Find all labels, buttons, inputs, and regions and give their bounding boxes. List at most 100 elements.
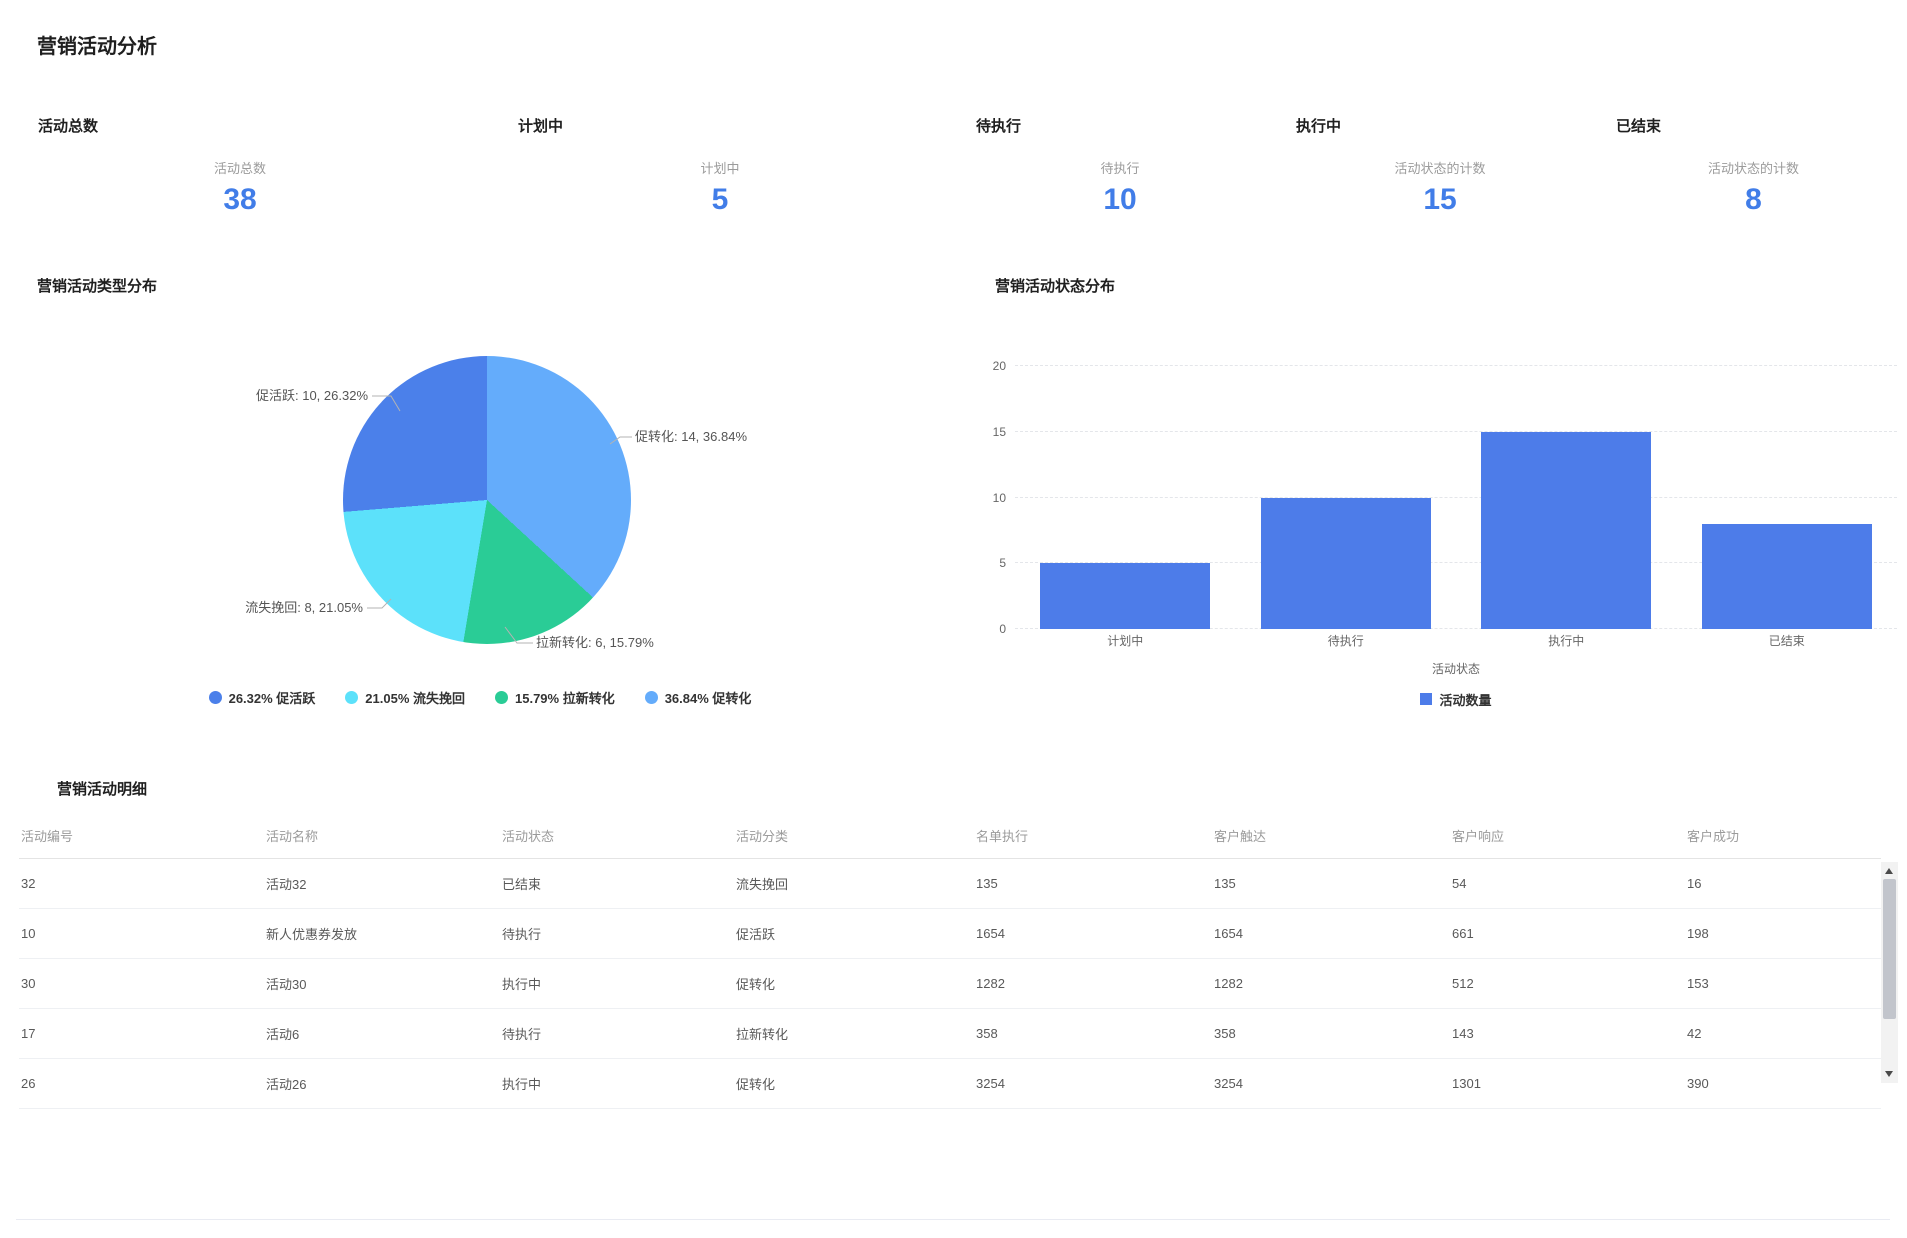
table-cell: 17 [21, 1026, 36, 1041]
x-axis-tick: 待执行 [1327, 634, 1364, 648]
kpi-metric-value: 38 [223, 183, 257, 216]
gridline [1015, 430, 1897, 432]
scrollbar-thumb[interactable] [1883, 879, 1896, 1019]
pie-slice-label: 促活跃: 10, 26.32% [256, 388, 368, 403]
kpi-metric-label: 计划中 [700, 161, 740, 176]
table-cell: 拉新转化 [736, 1027, 789, 1042]
x-axis-tick: 执行中 [1548, 634, 1585, 648]
pie-chart-panel: 营销活动类型分布 促活跃: 10, 26.32% 促转化: 14, 36.84%… [0, 270, 960, 730]
pie-slice-label: 拉新转化: 6, 15.79% [536, 635, 654, 650]
table-cell: 待执行 [502, 1027, 542, 1042]
table-cell: 促转化 [736, 1077, 776, 1092]
footer-divider [16, 1219, 1890, 1220]
gridline [1015, 628, 1897, 629]
table-cell: 390 [1687, 1076, 1709, 1091]
kpi-card-title: 执行中 [1296, 118, 1342, 135]
table-cell: 流失挽回 [736, 877, 789, 892]
table-cell: 16 [1687, 876, 1702, 891]
bar-chart-plot [1015, 365, 1897, 629]
x-axis-title: 活动状态 [1431, 662, 1480, 676]
legend-dot [345, 690, 359, 704]
table-cell: 待执行 [502, 927, 542, 942]
kpi-metric-value: 5 [711, 183, 729, 216]
table-cell: 42 [1687, 1026, 1702, 1041]
vertical-scrollbar[interactable] [1881, 862, 1898, 1083]
table-cell: 3254 [976, 1076, 1005, 1091]
pie-label-connectors [367, 395, 632, 644]
y-axis-tick: 0 [999, 622, 1006, 636]
table-cell: 10 [21, 926, 36, 941]
pie-slice-label: 流失挽回: 8, 21.05% [245, 600, 363, 615]
table-cell: 661 [1452, 926, 1474, 941]
table-cell: 358 [1214, 1026, 1236, 1041]
pie-chart[interactable] [343, 356, 631, 644]
table-cell: 3254 [1214, 1076, 1243, 1091]
column-header: 客户响应 [1452, 828, 1505, 844]
pie-legend-item[interactable]: 15.79% 拉新转化 [495, 687, 615, 707]
legend-label: 15.79% 拉新转化 [515, 690, 615, 706]
kpi-metric-value: 8 [1745, 183, 1762, 216]
scroll-down-arrow-icon[interactable] [1885, 1071, 1893, 1077]
kpi-card-total: 活动总数 活动总数 38 [0, 110, 480, 218]
table-cell: 135 [1214, 876, 1236, 891]
table-cell: 活动30 [266, 977, 307, 992]
kpi-card-title: 待执行 [976, 118, 1022, 135]
table-cell: 26 [21, 1076, 36, 1091]
column-header: 客户触达 [1214, 828, 1267, 844]
legend-label: 36.84% 促转化 [664, 690, 752, 706]
table-title: 营销活动明细 [57, 781, 148, 798]
kpi-card-pending: 待执行 待执行 10 [960, 110, 1280, 218]
pie-slice-label: 促转化: 14, 36.84% [635, 429, 747, 444]
kpi-metric-label: 活动总数 [213, 161, 266, 176]
scroll-up-arrow-icon[interactable] [1885, 868, 1893, 874]
table-cell: 358 [976, 1026, 998, 1041]
table-cell: 执行中 [502, 1077, 542, 1092]
kpi-row: 活动总数 活动总数 38 计划中 计划中 5 待执行 待执行 10 执行中 活动… [0, 110, 1907, 218]
legend-dot [208, 690, 222, 704]
table-cell: 活动6 [266, 1027, 300, 1042]
table-row: 17 活动6 待执行 拉新转化 358 358 143 42 [19, 1009, 1881, 1059]
gridline [1015, 496, 1897, 498]
table-row: 26 活动26 执行中 促转化 3254 3254 1301 390 [19, 1059, 1881, 1109]
pie-legend: 26.32% 促活跃 21.05% 流失挽回 15.79% 拉新转化 36.84% 促… [0, 687, 960, 707]
table-body: 32 活动32 已结束 流失挽回 135 135 54 16 10 新人优惠券发放 待执行 促活跃 16… [19, 859, 1881, 1109]
kpi-metric-label: 待执行 [1100, 161, 1140, 176]
kpi-metric-value: 15 [1423, 183, 1457, 216]
kpi-card-title: 计划中 [518, 118, 564, 135]
bar-计划中[interactable] [1040, 563, 1211, 629]
table-cell: 135 [976, 876, 998, 891]
legend-label: 21.05% 流失挽回 [365, 690, 465, 706]
table-row: 10 新人优惠券发放 待执行 促活跃 1654 1654 661 198 [19, 909, 1881, 959]
y-axis-tick: 10 [992, 490, 1006, 505]
column-header: 活动状态 [502, 828, 555, 844]
table-row: 32 活动32 已结束 流失挽回 135 135 54 16 [19, 859, 1881, 909]
bar-chart-title: 营销活动状态分布 [995, 278, 1116, 295]
column-header: 活动编号 [21, 828, 74, 844]
table-cell: 1301 [1452, 1076, 1481, 1091]
table-cell: 153 [1687, 976, 1709, 991]
bar-执行中[interactable] [1481, 431, 1652, 629]
table-cell: 1282 [1214, 976, 1243, 991]
table-cell: 1654 [1214, 926, 1243, 941]
table-cell: 32 [21, 876, 36, 891]
legend-label: 活动数量 [1439, 692, 1492, 708]
y-axis-tick: 5 [999, 556, 1006, 571]
legend-label: 26.32% 促活跃 [228, 690, 316, 706]
bar-chart-panel: 营销活动状态分布 活动状态 活动数量 0 5 10 15 20 计划中 待执行 执行中 已结束 [960, 270, 1907, 730]
legend-dot [495, 690, 508, 704]
table-cell: 54 [1452, 876, 1467, 891]
kpi-card-title: 活动总数 [38, 118, 99, 135]
page-title: 营销活动分析 [37, 36, 157, 58]
pie-legend-item[interactable]: 26.32% 促活跃 [208, 687, 316, 707]
table-cell: 143 [1452, 1026, 1474, 1041]
pie-legend-item[interactable]: 36.84% 促转化 [644, 687, 752, 707]
kpi-card-finished: 已结束 活动状态的计数 8 [1600, 110, 1907, 218]
bar-待执行[interactable] [1260, 497, 1431, 629]
gridline [1015, 365, 1897, 366]
bar-已结束[interactable] [1701, 523, 1872, 629]
bar-legend-item[interactable]: 活动数量 [1015, 689, 1897, 709]
legend-dot [644, 690, 658, 704]
campaign-table: 活动编号 活动名称 活动状态 活动分类 名单执行 客户触达 客户响应 客户成功 … [19, 812, 1881, 1109]
pie-legend-item[interactable]: 21.05% 流失挽回 [345, 687, 465, 707]
legend-swatch [1420, 693, 1433, 705]
